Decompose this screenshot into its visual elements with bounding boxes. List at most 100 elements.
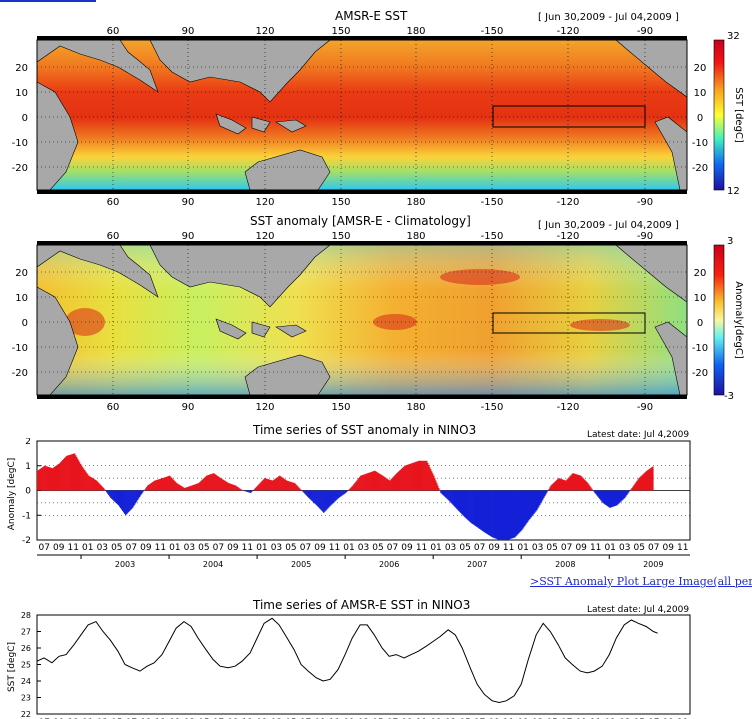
anomaly-bar <box>389 480 391 491</box>
anomaly-bar <box>434 478 436 491</box>
anomaly-bar <box>297 486 299 491</box>
anomaly-bar <box>66 455 68 491</box>
lon-tick: 60 <box>107 402 120 413</box>
anomaly-bar <box>67 455 69 491</box>
month-tick: 01 <box>256 543 267 553</box>
anomaly-bar <box>549 487 551 491</box>
anomaly-bar <box>582 477 584 491</box>
anomaly-bar <box>562 479 564 491</box>
anomaly-bar <box>390 479 392 491</box>
anomaly-bar <box>240 489 242 491</box>
anomaly-bar <box>524 490 526 526</box>
anomaly-bar <box>634 483 636 491</box>
anomaly-bar <box>59 463 61 491</box>
anomaly-bar <box>256 486 258 491</box>
anomaly-bar <box>364 474 366 491</box>
anomaly-bar <box>283 478 285 491</box>
anomaly-bar <box>428 465 430 491</box>
anomaly-bar <box>108 490 110 496</box>
anomaly-bar <box>591 488 593 491</box>
anomaly-bar <box>113 490 115 501</box>
anomaly-bar <box>172 478 174 491</box>
anomaly-bar <box>181 486 183 491</box>
anomaly-bar <box>376 471 378 491</box>
lon-tick: 60 <box>107 197 120 208</box>
anomaly-bar <box>146 486 148 491</box>
anomaly-ytick: 2 <box>25 438 31 447</box>
anomaly-bar <box>177 483 179 491</box>
anomaly-bar <box>561 479 563 491</box>
anomaly-bar <box>627 490 629 494</box>
anomaly-bar <box>153 481 155 491</box>
anomaly-bar <box>640 476 642 491</box>
anomaly-bar <box>506 490 508 540</box>
sst-ytick: 26 <box>21 644 31 653</box>
month-tick: 01 <box>430 543 441 553</box>
lon-tick: -120 <box>557 231 580 242</box>
month-tick: 09 <box>227 543 239 553</box>
anomaly-bar <box>644 472 646 491</box>
anomaly-bar <box>430 469 432 491</box>
lon-tick: -90 <box>637 197 653 208</box>
anomaly-bar <box>249 490 251 493</box>
anomaly-bar <box>313 490 315 503</box>
anomaly-bar <box>584 479 586 491</box>
anomaly-bar <box>80 463 82 491</box>
anomaly-bar <box>253 489 255 491</box>
anomaly-bar <box>504 490 506 540</box>
map2-frame-top <box>37 241 687 245</box>
sst-ytick: 28 <box>21 612 31 620</box>
anomaly-latest-date: Latest date: Jul 4,2009 <box>587 430 690 440</box>
month-tick: 07 <box>300 543 311 553</box>
anomaly-bar <box>132 490 134 508</box>
anomaly-bar <box>587 483 589 491</box>
anomaly-bar <box>527 490 529 522</box>
anomaly-bar <box>337 490 339 499</box>
month-tick: 03 <box>619 543 630 553</box>
anomaly-bar <box>343 490 345 495</box>
anomaly-bar <box>287 480 289 491</box>
anomaly-bar <box>308 490 310 498</box>
anomaly-bar <box>174 480 176 491</box>
anomaly-bar <box>258 484 260 491</box>
month-tick: 11 <box>242 543 253 553</box>
month-tick: 11 <box>155 543 166 553</box>
anomaly-bar <box>373 471 375 491</box>
anomaly-bar <box>50 467 53 491</box>
anomaly-bar <box>555 480 557 491</box>
sst-anomaly-large-image-link[interactable]: >SST Anomaly Plot Large Image(all period… <box>530 575 752 588</box>
anomaly-bar <box>260 482 262 491</box>
anomaly-bar <box>232 484 234 491</box>
anomaly-bar <box>139 490 141 497</box>
anomaly-bar <box>387 479 389 491</box>
anomaly-bar <box>271 480 273 491</box>
anomaly-bar <box>550 485 552 491</box>
anomaly-bar <box>482 490 484 532</box>
anomaly-ylabel: Anomaly [degC] <box>7 458 17 531</box>
anomaly-bar <box>234 485 236 491</box>
anomaly-bar <box>42 467 44 491</box>
anomaly-bar <box>523 490 525 528</box>
anomaly-bar <box>211 473 213 491</box>
anomaly-bar <box>384 477 386 491</box>
lon-tick: 180 <box>406 402 425 413</box>
anomaly-bar <box>600 490 602 501</box>
anomaly-bar <box>186 487 188 491</box>
year-tick: 2006 <box>379 560 399 569</box>
anomaly-bar <box>96 481 99 491</box>
header-link[interactable] <box>0 0 96 2</box>
anomaly-bar <box>306 490 308 496</box>
month-tick: 09 <box>488 543 500 553</box>
anomaly-bar <box>319 490 321 509</box>
colorbar-max: 3 <box>727 236 733 247</box>
anomaly-bar <box>88 475 90 491</box>
lon-tick: -150 <box>481 197 504 208</box>
anomaly-bar <box>222 479 224 491</box>
anomaly-bar <box>156 479 158 491</box>
anomaly-bar <box>83 468 85 491</box>
anomaly-bar <box>386 478 388 491</box>
anomaly-bar <box>76 458 79 491</box>
anomaly-bar <box>557 479 559 491</box>
anomaly-bar <box>564 480 566 491</box>
anomaly-bar <box>356 480 358 491</box>
